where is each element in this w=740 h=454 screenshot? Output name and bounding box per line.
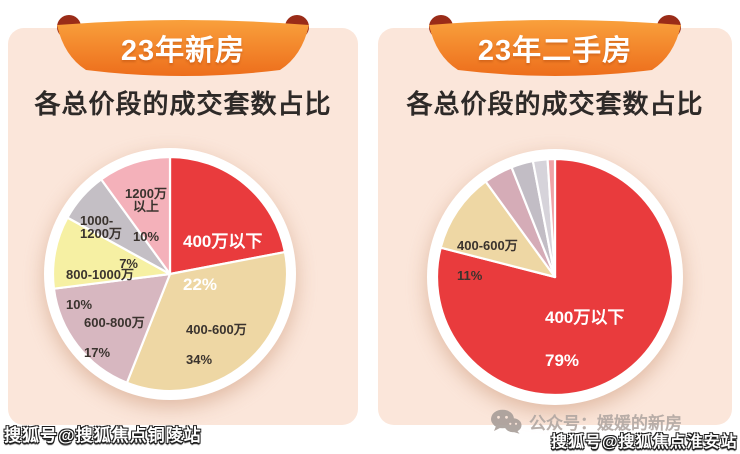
- pie-label-category: 400-600万: [186, 321, 247, 337]
- pie-chart-new-homes: [44, 148, 296, 400]
- pie-slice-400万以下: [168, 155, 287, 276]
- pie-slice-400-600万: [439, 180, 557, 279]
- pie-slice-400-600万: [125, 250, 289, 393]
- pie-label-category: 600-800万: [84, 314, 145, 330]
- pie-label-category: 400万以下: [183, 232, 263, 252]
- pie-label-category: 1200万 以上: [125, 185, 167, 215]
- pie-label: 1000- 1200万 7%: [80, 200, 142, 284]
- watermark-sohu-tongling: 搜狐号@搜狐焦点铜陵站: [4, 426, 202, 445]
- pie-slice-1200万以上: [546, 157, 557, 279]
- chart-title: 各总价段的成交套数占比: [406, 89, 704, 119]
- ribbon-body: [429, 20, 681, 76]
- ribbon-shape: [429, 15, 681, 76]
- pie-slice-1200万以上: [100, 155, 172, 276]
- pie-label: 400万以下 22%: [183, 210, 262, 316]
- pie-label-percent: 17%: [84, 344, 111, 360]
- pie-label-category: 800-1000万: [66, 266, 134, 282]
- pie-chart-secondhand-homes: [427, 149, 683, 405]
- pie-label-category: 400-600万: [457, 237, 518, 253]
- pie-label: 600-800万 17%: [84, 301, 145, 376]
- pie-label-percent: 34%: [186, 351, 213, 367]
- pie-label-percent: 22%: [183, 274, 218, 294]
- pie-label-percent: 79%: [545, 350, 580, 370]
- pie-slice-800-1000万: [51, 216, 172, 290]
- pie-slice-600-800万: [52, 272, 172, 384]
- banner-title: 23年新房: [120, 35, 246, 67]
- pie-label: 400-600万 11%: [457, 224, 518, 299]
- wechat-account-text: 公众号：媛媛的新房: [529, 414, 682, 433]
- pie-label-percent: 10%: [132, 228, 160, 244]
- ribbon-shape: [57, 15, 309, 76]
- pie-label: 400万以下 79%: [545, 286, 624, 392]
- chart-title: 各总价段的成交套数占比: [34, 89, 332, 119]
- pie-label: 1200万 以上 10%: [112, 173, 180, 257]
- pie-label-percent: 11%: [457, 267, 483, 283]
- pie-label-percent: 7%: [119, 255, 138, 271]
- banner-new-homes: 23年新房: [53, 13, 313, 79]
- panel-secondhand-homes: 23年二手房 各总价段的成交套数占比 400万以下 79% 400-600万 1…: [378, 15, 732, 434]
- banner-title: 23年二手房: [477, 35, 633, 67]
- pie-label-category: 1000- 1200万: [80, 212, 122, 242]
- wechat-account-credit: 公众号：媛媛的新房: [490, 409, 682, 434]
- watermark-sohu-huaian: 搜狐号@搜狐焦点淮安站: [551, 434, 738, 451]
- pie-label-percent: 10%: [66, 296, 93, 312]
- pie-label: 800-1000万 10%: [66, 253, 134, 328]
- ribbon-body: [57, 20, 309, 76]
- pie-label: 400-600万 34%: [186, 308, 247, 383]
- panel-new-homes: 23年新房 各总价段的成交套数占比 400万以下 22% 400-600万 34…: [8, 15, 358, 425]
- pie-label-category: 400万以下: [545, 308, 625, 328]
- wechat-icon: [491, 409, 522, 434]
- banner-secondhand-homes: 23年二手房: [425, 13, 685, 79]
